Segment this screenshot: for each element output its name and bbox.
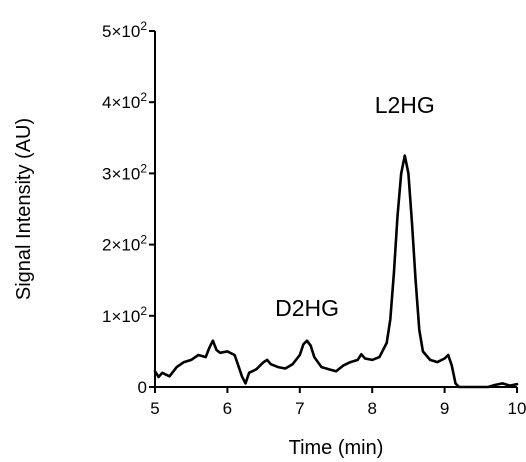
x-axis-label: Time (min)	[289, 437, 384, 459]
chromatogram-trace	[153, 154, 519, 389]
y-tick-base: 3×10	[102, 164, 140, 183]
y-tick-base: 4×10	[102, 93, 140, 112]
x-tick-label: 8	[367, 399, 376, 418]
x-ticks: 5 6 7 8 9 10	[150, 387, 526, 418]
x-tick-label: 9	[440, 399, 449, 418]
y-tick-label: 0	[138, 378, 147, 397]
peak-label: L2HG	[375, 92, 435, 118]
y-tick-label: 4×102	[102, 90, 147, 112]
x-tick-label: 10	[508, 399, 526, 418]
peak-label: D2HG	[275, 295, 339, 321]
axes	[154, 31, 517, 388]
y-tick-label: 3×102	[102, 161, 147, 183]
y-axis-label: Signal Intensity (AU)	[13, 118, 35, 300]
y-tick-label: 1×102	[102, 304, 147, 326]
y-tick-label: 2×102	[102, 233, 147, 255]
peak-annotations: D2HG L2HG	[275, 92, 435, 321]
y-tick-base: 1×10	[102, 307, 140, 326]
y-tick-exponent: 2	[140, 90, 147, 104]
x-tick-label: 6	[223, 399, 232, 418]
y-tick-base: 2×10	[102, 236, 140, 255]
x-tick-label: 7	[295, 399, 304, 418]
y-tick-base: 5×10	[102, 22, 140, 41]
y-tick-exponent: 2	[140, 19, 147, 33]
y-tick-exponent: 2	[140, 161, 147, 175]
y-tick-label: 5×102	[102, 19, 147, 41]
y-tick-exponent: 2	[140, 304, 147, 318]
y-tick-exponent: 2	[140, 233, 147, 247]
y-tick-base: 0	[138, 378, 147, 397]
x-tick-label: 5	[150, 399, 159, 418]
